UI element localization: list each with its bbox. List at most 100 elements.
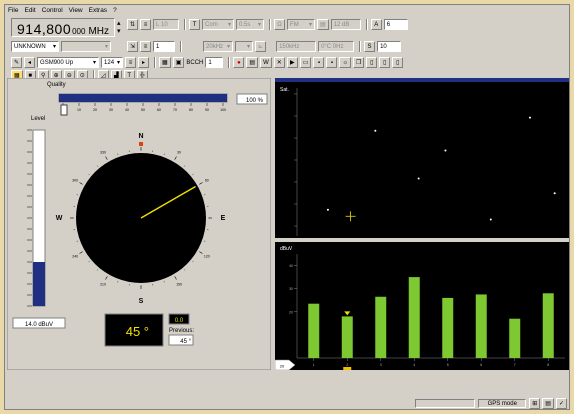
bcch-icon[interactable]: ▣ xyxy=(172,57,185,68)
status-settings-icon[interactable]: ⊞ xyxy=(529,398,541,409)
bandwidth-select: 0.5s xyxy=(236,19,265,30)
menu-view[interactable]: View xyxy=(68,7,83,14)
quality-tick-label: 30 xyxy=(109,108,113,112)
compass-minor-tick xyxy=(106,275,108,278)
quality-tick-label: 10 xyxy=(77,108,81,112)
bar-category-label: 6 xyxy=(480,363,482,367)
menu-control[interactable]: Control xyxy=(41,7,63,14)
status-print-icon[interactable]: ▤ xyxy=(542,398,554,409)
open-icon[interactable]: ▭ xyxy=(299,57,312,68)
compass-east-label: E xyxy=(221,215,226,222)
mode-select[interactable]: UNKNOWN xyxy=(11,41,59,52)
compass-minor-tick xyxy=(203,194,206,196)
compass-minor-tick xyxy=(76,194,79,196)
quality-slider-thumb[interactable] xyxy=(60,104,68,116)
quality-tick-label: 90 xyxy=(205,108,209,112)
compass-minor-tick xyxy=(203,240,206,242)
frequency-spin-up-icon[interactable]: ▴ xyxy=(117,20,121,27)
bar[interactable] xyxy=(442,297,454,358)
scan-icon[interactable]: ▦ xyxy=(159,57,171,68)
level-value: 14.0 dBuV xyxy=(25,322,53,328)
step-value: 10 xyxy=(161,21,168,28)
analysis-panel: Sat. dBuV 20 30 40 1 2 3 4 5 6 7 8 20 xyxy=(275,78,569,370)
compass-north-label: N xyxy=(138,133,143,140)
fm-select: FM xyxy=(287,19,316,30)
compass-minor-tick xyxy=(174,275,176,278)
compass-minor-tick xyxy=(183,165,186,167)
menu-edit[interactable]: Edit xyxy=(24,7,36,14)
squelch-field[interactable]: 10 xyxy=(377,41,402,52)
film-icon[interactable]: ▤ xyxy=(246,57,259,68)
gain-icon[interactable]: ≡ xyxy=(140,41,152,52)
compass-ring-label: 210 xyxy=(100,282,106,286)
bcch-field[interactable]: 1 xyxy=(205,57,224,68)
band-select[interactable]: GSM900 Up xyxy=(37,57,100,68)
scatter-plot[interactable] xyxy=(275,82,569,238)
level-meter-fill xyxy=(33,262,45,306)
bar[interactable] xyxy=(375,296,387,358)
scatter-axis xyxy=(294,88,298,236)
status-empty-box xyxy=(415,399,476,408)
gain-down-icon[interactable]: ⇲ xyxy=(127,41,139,52)
gain-field[interactable]: 1 xyxy=(153,41,176,52)
forward-icon[interactable]: ▸ xyxy=(138,57,150,68)
ruler-icon: ⊾ xyxy=(255,41,267,52)
menu-extras[interactable]: Extras xyxy=(88,7,108,14)
status-check-icon[interactable]: ✓ xyxy=(555,398,567,409)
record-icon[interactable]: ● xyxy=(233,57,245,68)
attenuator-icon[interactable]: A xyxy=(370,19,382,30)
step-icon[interactable]: ⇅ xyxy=(127,19,139,30)
doc3-icon[interactable]: ▯ xyxy=(392,57,404,68)
quality-tick-label: 20 xyxy=(93,108,97,112)
bw2-field: 150kHz xyxy=(276,41,317,52)
bar[interactable] xyxy=(308,303,320,358)
pencil-icon[interactable]: ✎ xyxy=(11,57,23,68)
doc2-icon[interactable]: ▯ xyxy=(379,57,391,68)
bar[interactable] xyxy=(408,277,420,358)
compass-rose: 30 60 120 150 210 240 300 330 N E S W xyxy=(56,133,226,305)
scatter-points xyxy=(326,116,556,222)
bar[interactable] xyxy=(542,293,554,358)
play-icon[interactable]: ▶ xyxy=(286,57,298,68)
copy-icon[interactable]: ❐ xyxy=(352,57,365,68)
bar[interactable] xyxy=(475,294,487,358)
quality-tick-label: 70 xyxy=(173,108,177,112)
scatter-point xyxy=(417,177,420,180)
quality-tick-label: 100 xyxy=(220,108,226,112)
toolbar-row-2b: ⇲ ≡ 1 20kHz ⊾ 150kHz 0°C 0Hz S 10 xyxy=(127,41,403,52)
compass-ring-label: 300 xyxy=(72,179,78,183)
quality-percent: 100 % xyxy=(246,98,264,104)
bar-bottom-tab[interactable] xyxy=(275,359,296,370)
compass-minor-tick xyxy=(117,153,119,156)
settings-icon[interactable]: ☼ xyxy=(339,57,351,68)
frequency-spin-down-icon[interactable]: ▾ xyxy=(117,28,121,35)
tune-icon[interactable]: T xyxy=(189,19,201,30)
quality-tick-label: 80 xyxy=(189,108,193,112)
bar[interactable] xyxy=(509,318,521,358)
channel-list-icon[interactable]: ≡ xyxy=(125,57,137,68)
attenuator-field[interactable]: 6 xyxy=(383,19,408,30)
save-as-icon[interactable]: ▪ xyxy=(326,57,338,68)
compass-needle xyxy=(140,185,196,219)
bar[interactable] xyxy=(341,316,353,358)
compass-minor-tick xyxy=(198,183,201,185)
compass-minor-tick xyxy=(183,269,186,271)
doc-icon[interactable]: ▯ xyxy=(366,57,378,68)
bar-category-label: 1 xyxy=(313,363,315,367)
quality-label: Quality xyxy=(47,82,66,88)
bar-category-label: 4 xyxy=(413,363,415,367)
bar-y-tick-label: 30 xyxy=(289,287,293,291)
back-icon[interactable]: ◂ xyxy=(24,57,36,68)
compass-ring-label: 240 xyxy=(72,255,78,259)
bar-category-label: 3 xyxy=(380,363,382,367)
frequency-display[interactable]: 914,800 000 MHz xyxy=(11,18,115,37)
menu-file[interactable]: File xyxy=(8,7,19,14)
menu-help[interactable]: ? xyxy=(113,7,117,14)
squelch-icon[interactable]: S xyxy=(364,41,376,52)
save-icon[interactable]: ▪ xyxy=(313,57,325,68)
channel-select[interactable]: 124 xyxy=(101,57,124,68)
waveform-icon[interactable]: W xyxy=(260,57,272,68)
compass-ring-label: 150 xyxy=(176,282,182,286)
mute-icon[interactable]: ✕ xyxy=(273,57,285,68)
list-icon[interactable]: ≡ xyxy=(140,19,152,30)
